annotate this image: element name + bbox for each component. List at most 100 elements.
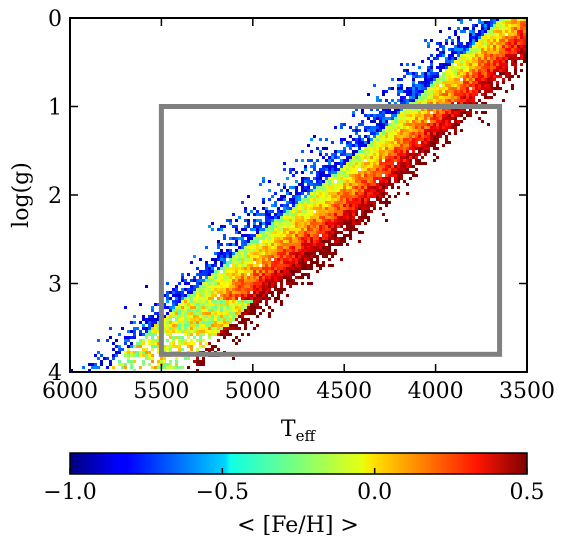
heatmap-cell [250,294,253,297]
heatmap-cell [463,48,466,51]
heatmap-cell [316,177,319,180]
heatmap-cell [277,249,280,252]
heatmap-cell [280,237,283,240]
heatmap-cell [343,123,346,126]
heatmap-cell [436,111,439,114]
heatmap-cell [484,75,487,78]
heatmap-cell [280,273,283,276]
heatmap-cell [259,267,262,270]
heatmap-cell [328,162,331,165]
heatmap-cell [466,87,469,90]
heatmap-cell [322,252,325,255]
heatmap-cell [265,240,268,243]
heatmap-cell [409,102,412,105]
heatmap-cell [301,228,304,231]
heatmap-cell [262,294,265,297]
heatmap-cell [238,267,241,270]
heatmap-cell [196,309,199,312]
heatmap-cell [349,153,352,156]
heatmap-cell [472,51,475,54]
heatmap-cell [244,276,247,279]
heatmap-cell [322,174,325,177]
heatmap-cell [403,111,406,114]
heatmap-cell [313,201,316,204]
heatmap-cell [271,282,274,285]
heatmap-cell [256,324,259,327]
heatmap-cell [118,363,121,366]
heatmap-cell [463,57,466,60]
heatmap-cell [238,321,241,324]
heatmap-cell [214,324,217,327]
heatmap-cell [496,42,499,45]
heatmap-cell [451,51,454,54]
heatmap-cell [307,210,310,213]
heatmap-cell [280,303,283,306]
heatmap-cell [406,87,409,90]
heatmap-cell [502,39,505,42]
heatmap-cell [457,63,460,66]
heatmap-cell [394,132,397,135]
heatmap-cell [421,60,424,63]
heatmap-cell [406,144,409,147]
heatmap-cell [358,129,361,132]
heatmap-cell [445,60,448,63]
heatmap-cell [466,102,469,105]
heatmap-cell [388,174,391,177]
heatmap-cell [370,132,373,135]
heatmap-cell [379,195,382,198]
heatmap-cell [112,366,115,369]
heatmap-cell [148,315,151,318]
heatmap-cell [250,210,253,213]
heatmap-cell [346,222,349,225]
heatmap-cell [340,225,343,228]
heatmap-cell [511,51,514,54]
heatmap-cell [238,303,241,306]
heatmap-cell [211,294,214,297]
heatmap-cell [424,126,427,129]
heatmap-cell [301,186,304,189]
heatmap-cell [286,282,289,285]
heatmap-cell [229,315,232,318]
heatmap-cell [361,207,364,210]
heatmap-cell [427,135,430,138]
heatmap-cell [241,240,244,243]
heatmap-cell [187,297,190,300]
heatmap-cell [454,120,457,123]
heatmap-cell [493,75,496,78]
heatmap-cell [463,60,466,63]
heatmap-cell [328,231,331,234]
heatmap-cell [508,18,511,21]
heatmap-cell [352,150,355,153]
heatmap-cell [259,258,262,261]
heatmap-cell [295,240,298,243]
heatmap-cell [367,150,370,153]
heatmap-cell [202,294,205,297]
heatmap-cell [253,240,256,243]
heatmap-cell [259,261,262,264]
heatmap-cell [445,141,448,144]
heatmap-cell [172,288,175,291]
heatmap-cell [328,183,331,186]
heatmap-cell [307,207,310,210]
heatmap-cell [214,327,217,330]
heatmap-cell [232,243,235,246]
heatmap-cell [247,297,250,300]
heatmap-cell [127,351,130,354]
heatmap-cell [346,228,349,231]
heatmap-cell [283,267,286,270]
heatmap-cell [325,201,328,204]
heatmap-cell [481,54,484,57]
heatmap-cell [451,99,454,102]
heatmap-cell [286,270,289,273]
heatmap-cell [262,264,265,267]
heatmap-cell [337,174,340,177]
heatmap-cell [196,267,199,270]
heatmap-cell [319,246,322,249]
heatmap-cell [292,210,295,213]
heatmap-cell [337,195,340,198]
heatmap-cell [220,327,223,330]
heatmap-cell [367,198,370,201]
heatmap-cell [505,54,508,57]
heatmap-cell [445,87,448,90]
heatmap-cell [208,324,211,327]
